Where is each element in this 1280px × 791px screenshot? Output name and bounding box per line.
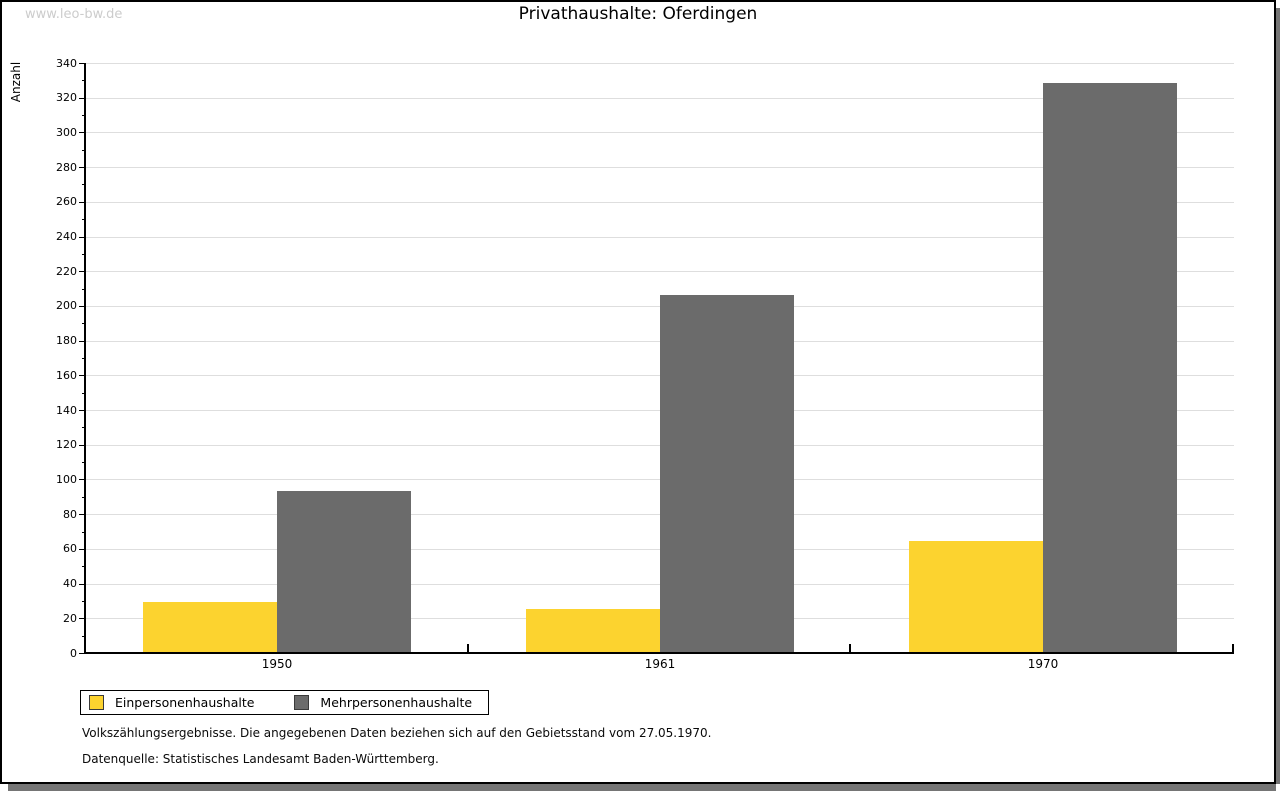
y-tick-label-0: 0 [70, 647, 77, 660]
y-tick-label-60: 60 [63, 542, 77, 555]
y-tick-label-340: 340 [56, 57, 77, 70]
y-tick-label-120: 120 [56, 438, 77, 451]
y-tick-major-80 [79, 514, 86, 515]
y-axis-line [84, 63, 86, 654]
watermark: www.leo-bw.de [25, 7, 123, 22]
frame-shadow-bottom [8, 784, 1276, 791]
y-tick-label-40: 40 [63, 577, 77, 590]
footnote-source: Datenquelle: Statistisches Landesamt Bad… [82, 752, 439, 766]
y-tick-major-20 [79, 618, 86, 619]
y-tick-major-140 [79, 410, 86, 411]
y-tick-label-100: 100 [56, 473, 77, 486]
x-boundary-tick-1 [467, 644, 469, 652]
y-tick-major-0 [79, 653, 86, 654]
x-boundary-tick-3 [1232, 644, 1234, 652]
y-tick-major-260 [79, 202, 86, 203]
gridline-y-240 [86, 237, 1234, 238]
legend: Einpersonenhaushalte Mehrpersonenhaushal… [80, 690, 490, 715]
y-tick-major-220 [79, 271, 86, 272]
y-tick-major-280 [79, 167, 86, 168]
y-tick-label-300: 300 [56, 126, 77, 139]
bar-einpersonenhaushalte-1970 [909, 541, 1043, 652]
x-tick-label-1970: 1970 [1027, 657, 1059, 671]
y-axis-label: Anzahl [9, 61, 23, 103]
gridline-y-220 [86, 271, 1234, 272]
gridline-y-260 [86, 202, 1234, 203]
chart-title: Privathaushalte: Oferdingen [518, 4, 758, 24]
x-tick-label-1961: 1961 [644, 657, 676, 671]
bar-mehrpersonenhaushalte-1961 [660, 295, 794, 652]
y-tick-major-180 [79, 341, 86, 342]
y-tick-label-240: 240 [56, 230, 77, 243]
y-tick-label-260: 260 [56, 195, 77, 208]
y-tick-major-160 [79, 375, 86, 376]
y-tick-label-220: 220 [56, 265, 77, 278]
legend-label: Mehrpersonenhaushalte [320, 695, 473, 710]
y-tick-major-120 [79, 445, 86, 446]
footnote-census: Volkszählungsergebnisse. Die angegebenen… [82, 726, 712, 740]
y-tick-major-320 [79, 98, 86, 99]
y-tick-label-180: 180 [56, 334, 77, 347]
x-tick-label-1950: 1950 [261, 657, 293, 671]
legend-swatch-yellow [89, 695, 104, 710]
x-axis-line [84, 652, 1234, 654]
y-tick-major-300 [79, 132, 86, 133]
gridline-y-300 [86, 132, 1234, 133]
legend-swatch-gray [294, 695, 310, 710]
y-tick-major-40 [79, 584, 86, 585]
y-tick-major-240 [79, 237, 86, 238]
y-tick-label-140: 140 [56, 404, 77, 417]
y-tick-label-320: 320 [56, 91, 77, 104]
y-tick-major-340 [79, 63, 86, 64]
bar-einpersonenhaushalte-1961 [526, 609, 660, 652]
x-boundary-tick-2 [849, 644, 851, 652]
y-tick-label-20: 20 [63, 612, 77, 625]
gridline-y-280 [86, 167, 1234, 168]
legend-item-mehrpersonenhaushalte: Mehrpersonenhaushalte [294, 695, 472, 710]
y-tick-major-100 [79, 479, 86, 480]
y-tick-major-60 [79, 549, 86, 550]
y-tick-label-80: 80 [63, 508, 77, 521]
frame-shadow-right [1276, 8, 1280, 784]
y-tick-label-160: 160 [56, 369, 77, 382]
y-tick-label-280: 280 [56, 161, 77, 174]
bar-mehrpersonenhaushalte-1950 [277, 491, 411, 652]
y-tick-major-200 [79, 306, 86, 307]
bar-einpersonenhaushalte-1950 [143, 602, 277, 652]
bar-mehrpersonenhaushalte-1970 [1043, 83, 1177, 652]
y-tick-label-200: 200 [56, 299, 77, 312]
legend-label: Einpersonenhaushalte [115, 695, 255, 710]
gridline-y-340 [86, 63, 1234, 64]
legend-item-einpersonenhaushalte: Einpersonenhaushalte [89, 695, 254, 710]
gridline-y-320 [86, 98, 1234, 99]
